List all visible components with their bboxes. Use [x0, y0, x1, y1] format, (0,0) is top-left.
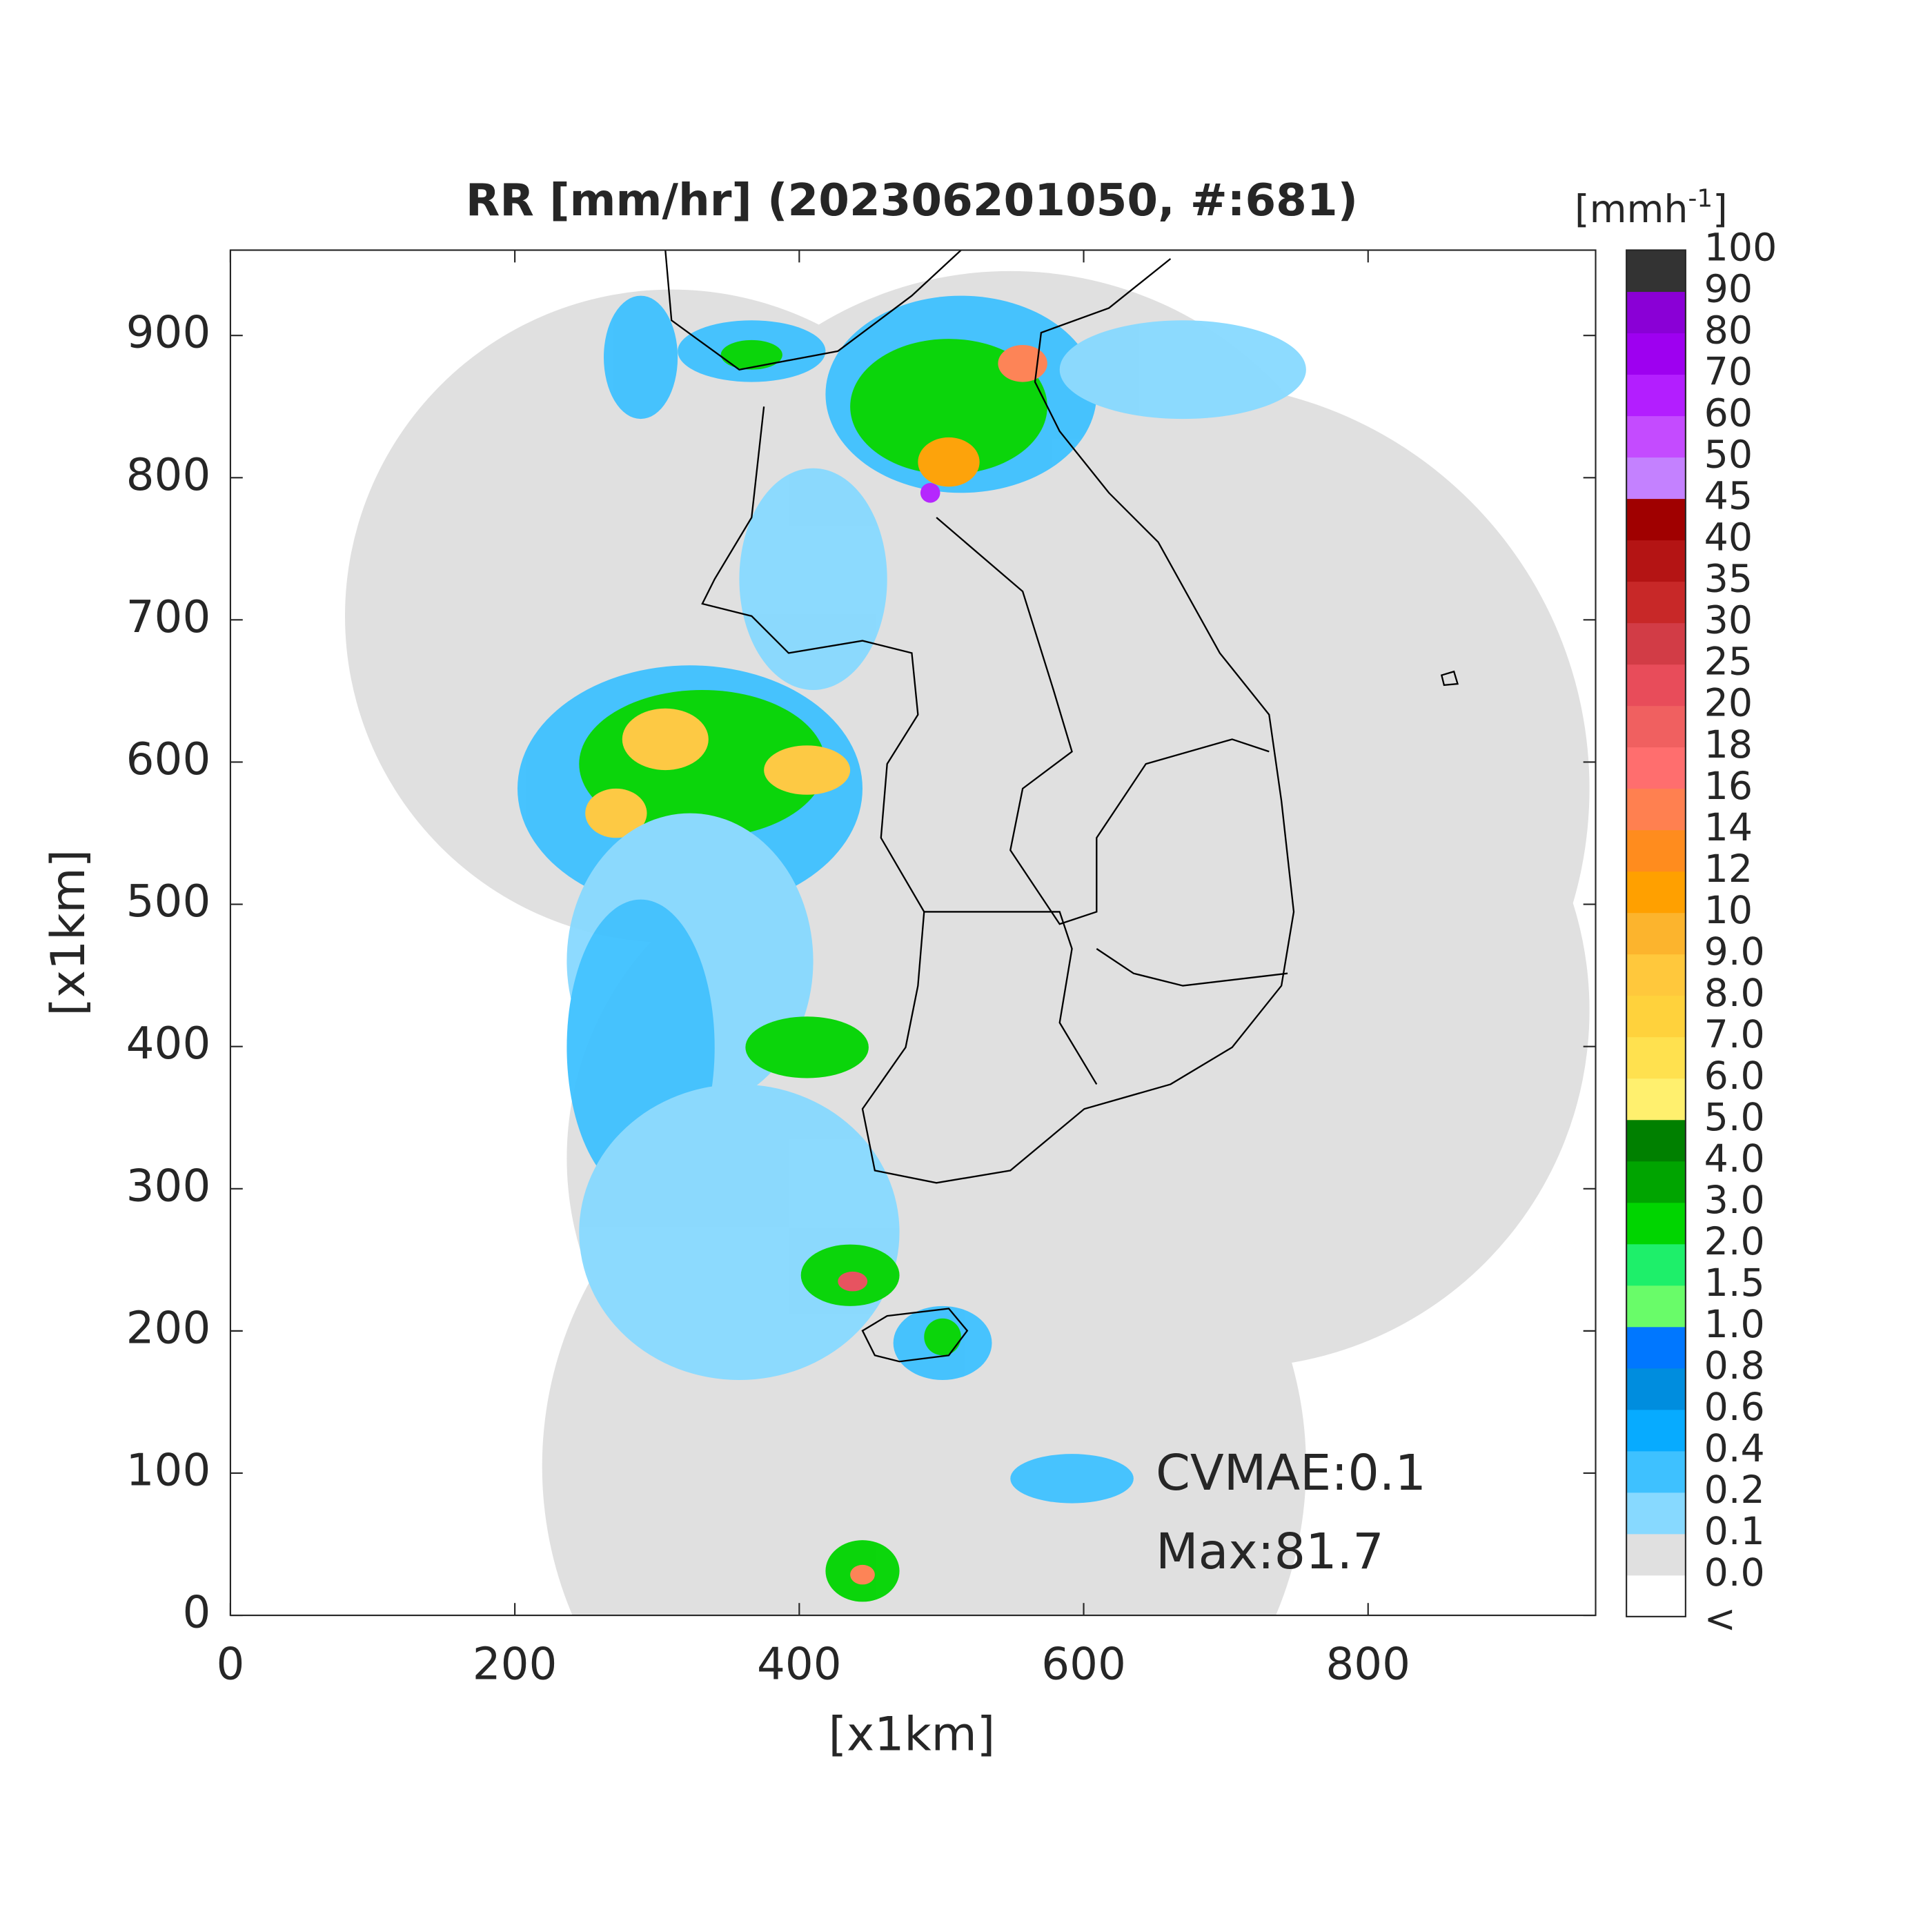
- colorbar-segment: [1626, 1326, 1686, 1369]
- colorbar-label: 1.0: [1704, 1303, 1765, 1347]
- colorbar-label: 100: [1704, 226, 1777, 270]
- colorbar-segment: [1626, 1161, 1686, 1203]
- unit-exponent: -1: [1688, 184, 1713, 213]
- y-tick-label: 300: [126, 1160, 211, 1212]
- colorbar-segment: [1626, 415, 1686, 458]
- y-tick-label: 700: [126, 591, 211, 643]
- y-tick-label: 800: [126, 449, 211, 501]
- colorbar-segment: [1626, 291, 1686, 334]
- colorbar-segment: [1626, 829, 1686, 872]
- colorbar-label: 16: [1704, 765, 1753, 809]
- colorbar-label: 80: [1704, 309, 1753, 353]
- colorbar-segment: [1626, 705, 1686, 748]
- x-tick-label: 600: [1041, 1639, 1126, 1690]
- y-tick-label: 200: [126, 1302, 211, 1354]
- radar-field: [345, 250, 1590, 1616]
- colorbar-segment: [1626, 374, 1686, 417]
- colorbar-label: 2.0: [1704, 1220, 1765, 1264]
- colorbar-label: 4.0: [1704, 1137, 1765, 1181]
- colorbar-label: 9.0: [1704, 930, 1765, 974]
- colorbar-segment: [1626, 1036, 1686, 1079]
- x-tick-label: 0: [216, 1639, 244, 1690]
- colorbar-segment: [1626, 664, 1686, 707]
- colorbar-segment: [1626, 871, 1686, 914]
- colorbar-label: 30: [1704, 599, 1753, 643]
- colorbar-label: 0.1: [1704, 1510, 1765, 1554]
- colorbar-label: 0.6: [1704, 1386, 1765, 1430]
- x-axis-label: [x1km]: [829, 1707, 996, 1762]
- annotation: Max:81.7: [1156, 1523, 1384, 1580]
- colorbar-label: 18: [1704, 723, 1753, 767]
- x-tick-label: 400: [757, 1639, 842, 1690]
- unit-base: [mmh: [1575, 188, 1688, 232]
- colorbar-segment: [1626, 1368, 1686, 1410]
- y-tick-label: 0: [182, 1587, 210, 1639]
- colorbar-segment: [1626, 1575, 1686, 1617]
- colorbar-segment: [1626, 1409, 1686, 1452]
- colorbar-label: 5.0: [1704, 1096, 1765, 1140]
- colorbar-label: 90: [1704, 268, 1753, 312]
- colorbar-segment: [1626, 788, 1686, 831]
- plot-frame: [229, 249, 1597, 1617]
- colorbar-segment: [1626, 1243, 1686, 1286]
- colorbar-segment: [1626, 540, 1686, 582]
- colorbar-label: 50: [1704, 433, 1753, 477]
- colorbar-label: 40: [1704, 516, 1753, 560]
- colorbar-segment: [1626, 747, 1686, 789]
- annotation: CVMAE:0.1: [1156, 1444, 1426, 1501]
- colorbar-label: 8.0: [1704, 972, 1765, 1016]
- colorbar-segment: [1626, 1285, 1686, 1328]
- y-tick-label: 900: [126, 307, 211, 359]
- colorbar-unit: [mmh-1]: [1575, 184, 1728, 232]
- colorbar-segment: [1626, 498, 1686, 541]
- colorbar-label: 12: [1704, 847, 1753, 891]
- colorbar-label: 1.5: [1704, 1261, 1765, 1305]
- colorbar-label: 3.0: [1704, 1179, 1765, 1223]
- colorbar-label: 0.0: [1704, 1551, 1765, 1595]
- x-tick-label: 800: [1325, 1639, 1410, 1690]
- y-tick-label: 400: [126, 1018, 211, 1070]
- colorbar-segment: [1626, 954, 1686, 996]
- colorbar-label: 60: [1704, 392, 1753, 436]
- colorbar-frame: [1626, 249, 1686, 1617]
- colorbar-label: 7.0: [1704, 1013, 1765, 1057]
- colorbar-label: 0.8: [1704, 1344, 1765, 1388]
- colorbar-segment: [1626, 1492, 1686, 1535]
- colorbar-segment: [1626, 995, 1686, 1038]
- colorbar-label: 0.2: [1704, 1468, 1765, 1512]
- unit-close: ]: [1713, 188, 1728, 232]
- colorbar-segment: [1626, 1202, 1686, 1245]
- colorbar-segment: [1626, 912, 1686, 955]
- colorbar-label: 6.0: [1704, 1054, 1765, 1098]
- y-tick-label: 600: [126, 733, 211, 785]
- y-axis-label: [x1km]: [41, 849, 96, 1016]
- colorbar-segment: [1626, 581, 1686, 624]
- precipitation: [518, 295, 1306, 1602]
- colorbar-segment: [1626, 457, 1686, 500]
- colorbar-label: 10: [1704, 889, 1753, 933]
- colorbar-label: 14: [1704, 806, 1753, 850]
- coastlines: [664, 250, 1459, 1363]
- colorbar-label: <: [1704, 1597, 1736, 1642]
- colorbar-label: 25: [1704, 640, 1753, 684]
- title: RR [mm/hr] (202306201050, #:681): [466, 175, 1358, 226]
- colorbar-label: 45: [1704, 475, 1753, 519]
- colorbar-segment: [1626, 1450, 1686, 1493]
- colorbar-segment: [1626, 622, 1686, 665]
- colorbar-label: 20: [1704, 682, 1753, 726]
- colorbar-label: 35: [1704, 558, 1753, 602]
- colorbar-segment: [1626, 1533, 1686, 1576]
- colorbar-label: 70: [1704, 351, 1753, 395]
- colorbar-segment: [1626, 333, 1686, 375]
- y-tick-label: 100: [126, 1445, 211, 1497]
- y-tick-label: 500: [126, 876, 211, 927]
- colorbar-label: 0.4: [1704, 1427, 1765, 1471]
- x-tick-label: 200: [473, 1639, 558, 1690]
- colorbar-segment: [1626, 1119, 1686, 1162]
- colorbar-segment: [1626, 250, 1686, 293]
- colorbar-segment: [1626, 1078, 1686, 1121]
